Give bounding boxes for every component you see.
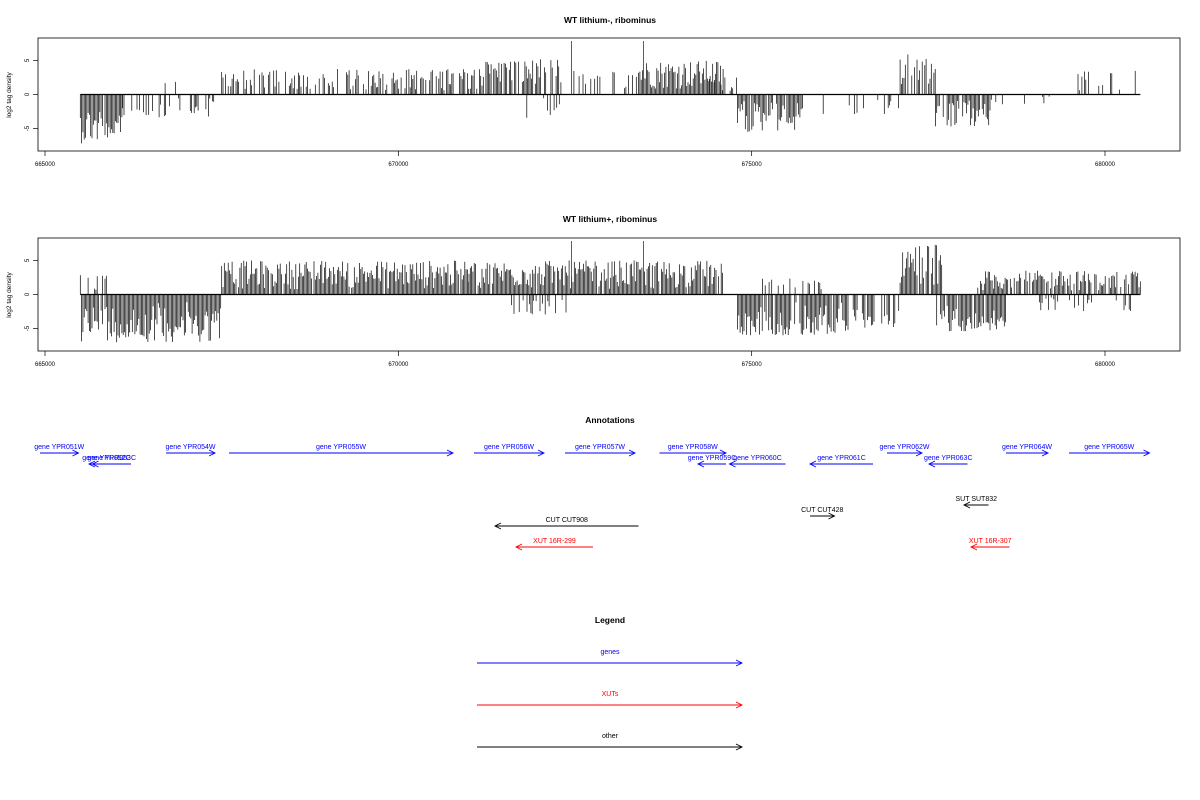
- track-title: WT lithium+, ribominus: [563, 214, 657, 224]
- annotation-label: gene YPR062W: [879, 444, 929, 451]
- annotation-label: CUT CUT428: [801, 507, 843, 514]
- annotation-label: gene YPR060C: [733, 455, 782, 462]
- annotation-arrow: gene YPR065W: [1069, 444, 1151, 457]
- annotation-label: XUT 16R-307: [969, 538, 1012, 545]
- legend-label: genes: [600, 649, 620, 656]
- annotation-label: gene YPR052C: [82, 455, 131, 462]
- annotations-title: Annotations: [585, 415, 635, 425]
- annotation-label: gene YPR065W: [1084, 444, 1134, 451]
- annotation-arrow: SUT SUT832: [956, 496, 998, 509]
- x-tick-label: 665000: [35, 162, 56, 168]
- annotation-arrow: gene YPR061C: [808, 455, 873, 468]
- x-tick-label: 680000: [1095, 162, 1116, 168]
- bars-group: [79, 241, 1141, 343]
- legend: Legend genes XUTs other: [477, 615, 744, 751]
- y-axis-label: log2 tag density: [6, 71, 13, 117]
- annotation-label: gene YPR051W: [34, 444, 84, 451]
- annotation-arrow: XUT 16R-299: [514, 538, 593, 551]
- track-lithium-plus: WT lithium+, ribominus log2 tag density …: [6, 214, 1181, 368]
- y-tick-label: -5: [25, 325, 31, 331]
- annotation-arrow: gene YPR059C: [688, 455, 737, 468]
- legend-item: genes: [477, 649, 744, 667]
- annotation-label: XUT 16R-299: [533, 538, 576, 545]
- annotation-arrow: gene YPR055W: [229, 444, 455, 457]
- annotation-arrow: gene YPR056W: [474, 444, 546, 457]
- track-title: WT lithium-, ribominus: [564, 15, 656, 25]
- y-tick-label: 0: [25, 92, 31, 96]
- bars-group: [79, 41, 1141, 144]
- annotation-arrow: gene YPR064W: [1002, 444, 1052, 457]
- annotation-label: CUT CUT908: [546, 517, 588, 524]
- y-tick-label: -5: [25, 125, 31, 131]
- annotation-label: gene YPR064W: [1002, 444, 1052, 451]
- annotation-arrow: CUT CUT428: [801, 507, 843, 520]
- annotation-label: gene YPR059C: [688, 455, 737, 462]
- annotation-label: gene YPR053C: [87, 455, 136, 462]
- legend-label: other: [602, 733, 619, 740]
- legend-item: other: [477, 733, 744, 751]
- annotation-arrow: gene YPR062W: [879, 444, 930, 457]
- annotation-label: gene YPR054W: [165, 444, 215, 451]
- annotation-arrow: gene YPR054W: [165, 444, 217, 457]
- x-tick-label: 680000: [1095, 362, 1116, 368]
- axes-group: 665000 670000 675000 680000 -5 0 5: [25, 258, 1116, 368]
- annotation-arrow: gene YPR058W: [659, 444, 728, 457]
- annotation-arrow: CUT CUT908: [493, 517, 639, 530]
- annotation-arrow: gene YPR053C: [87, 455, 136, 468]
- annotation-arrow: gene YPR060C: [728, 455, 786, 468]
- legend-label: XUTs: [602, 691, 619, 698]
- legend-item: XUTs: [477, 691, 744, 709]
- annotation-label: gene YPR058W: [668, 444, 718, 451]
- track-lithium-minus: WT lithium-, ribominus log2 tag density …: [6, 15, 1181, 168]
- y-tick-label: 5: [25, 258, 31, 262]
- x-tick-label: 670000: [388, 362, 409, 368]
- x-tick-label: 670000: [388, 162, 409, 168]
- axes-group: 665000 670000 675000 680000 -5 0 5: [25, 58, 1116, 168]
- annotation-arrow: gene YPR063C: [924, 455, 973, 468]
- annotation-label: gene YPR055W: [316, 444, 366, 451]
- annotation-label: gene YPR061C: [817, 455, 866, 462]
- x-tick-label: 675000: [742, 162, 763, 168]
- y-axis-label: log2 tag density: [6, 271, 13, 317]
- annotation-arrow: gene YPR057W: [565, 444, 637, 457]
- annotation-arrow: XUT 16R-307: [969, 538, 1012, 551]
- annotation-label: gene YPR056W: [484, 444, 534, 451]
- annotation-label: gene YPR057W: [575, 444, 625, 451]
- y-tick-label: 5: [25, 58, 31, 62]
- y-tick-label: 0: [25, 292, 31, 296]
- x-tick-label: 675000: [742, 362, 763, 368]
- legend-items: genes XUTs other: [477, 649, 744, 751]
- annotation-label: gene YPR063C: [924, 455, 973, 462]
- annotation-arrow: gene YPR051W: [34, 444, 85, 457]
- annotation-label: SUT SUT832: [956, 496, 998, 503]
- x-tick-label: 665000: [35, 362, 56, 368]
- legend-title: Legend: [595, 615, 625, 625]
